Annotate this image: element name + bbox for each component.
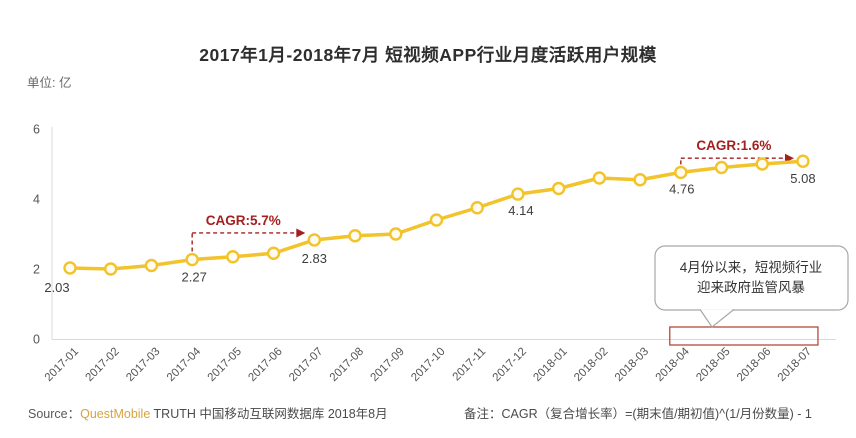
cagr-arrowhead: [784, 153, 794, 163]
chart-title: 2017年1月-2018年7月 短视频APP行业月度活跃用户规模: [199, 45, 657, 65]
data-point-marker: [714, 160, 729, 175]
cagr-note: 备注：CAGR（复合增长率）=(期末值/期初值)^(1/月份数量) - 1: [464, 407, 812, 421]
y-axis-tick-label: 2: [33, 263, 40, 277]
data-point-marker: [470, 201, 484, 215]
data-point-marker: [551, 181, 566, 196]
data-point-marker: [307, 233, 322, 247]
x-axis-label: 2017-08: [328, 346, 366, 384]
x-axis-label: 2017-01: [43, 346, 81, 384]
x-axis-label: 2017-05: [206, 346, 244, 384]
data-point-marker: [796, 154, 810, 168]
callout-text-line2: 迎来政府监管风暴: [697, 280, 805, 295]
source-prefix: Source：: [28, 407, 81, 421]
data-point-marker: [226, 250, 240, 264]
x-axis-label: 2017-04: [165, 345, 204, 384]
data-point-marker: [63, 261, 77, 275]
data-point-label: 2.03: [44, 280, 69, 295]
source-brand-questmobile: QuestMobile: [80, 407, 151, 421]
data-point-label: 2.27: [182, 270, 207, 285]
data-point-marker: [389, 227, 403, 241]
cagr-label: CAGR:5.7%: [206, 213, 281, 228]
x-axis-label: 2017-06: [246, 346, 284, 384]
x-axis-label: 2017-09: [369, 346, 407, 384]
x-axis-label: 2017-02: [84, 346, 122, 384]
x-axis-label: 2018-01: [531, 346, 569, 384]
footer: Source：QuestMobile TRUTH 中国移动互联网数据库 2018…: [0, 403, 856, 425]
x-axis-label: 2018-05: [694, 346, 732, 384]
data-point-marker: [429, 213, 444, 227]
cagr-label: CAGR:1.6%: [696, 138, 771, 153]
data-point-marker: [674, 165, 688, 180]
x-axis-label: 2018-07: [776, 346, 814, 384]
callout-text-line1: 4月份以来，短视频行业: [680, 260, 823, 275]
y-axis-tick-label: 6: [33, 123, 40, 137]
x-axis-label: 2018-06: [735, 346, 773, 384]
data-point-marker: [144, 258, 159, 273]
data-point-marker: [511, 187, 525, 201]
x-axis-label: 2017-11: [451, 346, 489, 384]
data-point-marker: [755, 157, 769, 171]
data-point-label: 4.14: [508, 203, 533, 218]
source-description: TRUTH 中国移动互联网数据库 2018年8月: [150, 407, 388, 421]
x-axis-label: 2017-03: [124, 346, 162, 384]
x-axis-label: 2017-07: [287, 346, 325, 384]
x-axis-label: 2018-02: [572, 346, 610, 384]
source-line: Source：QuestMobile TRUTH 中国移动互联网数据库 2018…: [28, 403, 388, 422]
data-point-marker: [348, 229, 362, 243]
data-point-label: 5.08: [790, 171, 815, 186]
y-axis-tick-label: 4: [33, 193, 40, 207]
x-axis-label: 2017-10: [409, 346, 447, 384]
x-axis-label: 2018-03: [613, 346, 651, 384]
y-axis-unit-label: 单位: 亿: [27, 76, 72, 90]
data-point-label: 2.83: [302, 251, 327, 266]
callout-bubble-tail: [699, 308, 735, 328]
data-point-label: 4.76: [669, 181, 694, 196]
data-point-marker: [266, 246, 281, 260]
x-axis-label: 2018-04: [654, 345, 693, 384]
data-point-marker: [633, 173, 647, 187]
y-axis-tick-label: 0: [33, 333, 40, 347]
data-point-marker: [185, 252, 199, 267]
x-axis-label: 2017-12: [491, 346, 529, 384]
callout-bubble: [654, 245, 849, 311]
data-point-marker: [592, 171, 607, 185]
data-point-marker: [104, 262, 118, 276]
highlight-period-box: [669, 326, 819, 346]
cagr-arrowhead: [296, 228, 306, 238]
